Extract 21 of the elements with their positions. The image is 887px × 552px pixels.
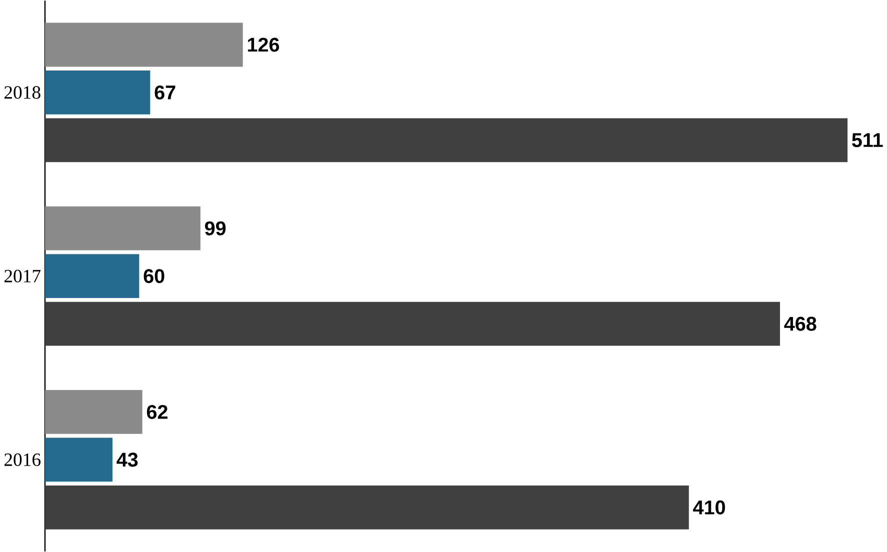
bar bbox=[44, 70, 150, 114]
y-tick-label: 2016 bbox=[4, 453, 41, 466]
bar bbox=[44, 438, 112, 482]
data-label: 126 bbox=[248, 38, 280, 52]
bar bbox=[44, 206, 200, 250]
data-label: 410 bbox=[693, 500, 725, 514]
data-label: 511 bbox=[852, 133, 883, 148]
data-label: 60 bbox=[144, 268, 164, 284]
data-label: 62 bbox=[146, 404, 168, 419]
data-label: 99 bbox=[205, 221, 226, 236]
y-tick-label: 2017 bbox=[4, 270, 41, 282]
bar bbox=[44, 485, 689, 530]
data-label: 67 bbox=[154, 85, 176, 100]
bar bbox=[44, 390, 142, 434]
data-label: 468 bbox=[784, 316, 816, 331]
data-label: 43 bbox=[116, 452, 138, 467]
bar bbox=[44, 302, 780, 346]
bar bbox=[44, 254, 140, 298]
bar bbox=[44, 22, 243, 67]
y-tick-label: 2018 bbox=[4, 86, 40, 99]
bar bbox=[44, 118, 848, 162]
